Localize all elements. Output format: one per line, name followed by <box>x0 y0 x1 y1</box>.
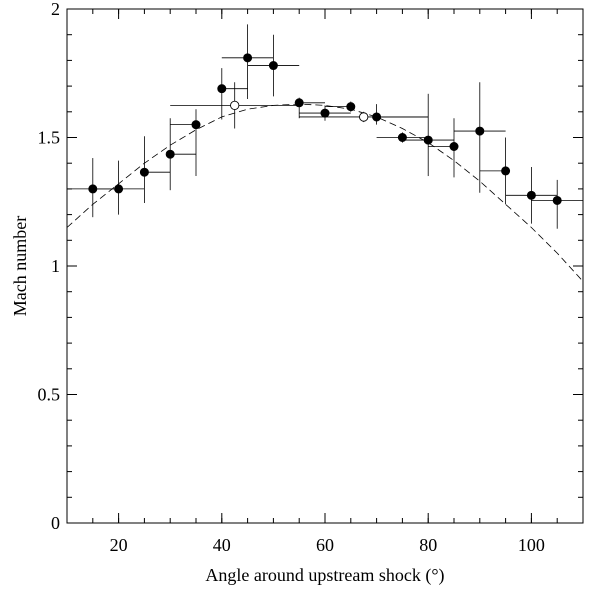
y-tick-label: 0 <box>51 513 60 533</box>
y-axis-label: Mach number <box>10 216 30 316</box>
data-point <box>449 141 459 151</box>
open-data-point <box>230 100 240 111</box>
data-point <box>191 120 201 130</box>
data-point <box>243 53 253 63</box>
open-data-point <box>359 112 369 122</box>
x-tick-label: 20 <box>110 535 128 555</box>
data-point <box>268 61 278 71</box>
data-point <box>217 84 227 94</box>
x-axis-label: Angle around upstream shock (°) <box>205 565 444 586</box>
data-point <box>501 166 511 176</box>
data-point <box>294 98 304 108</box>
y-tick-label: 2 <box>51 0 60 19</box>
data-point <box>320 108 330 118</box>
model-curve <box>66 103 584 282</box>
data-point <box>165 149 175 159</box>
x-tick-label: 60 <box>316 535 334 555</box>
y-tick-label: 0.5 <box>38 385 61 405</box>
data-point <box>423 135 433 145</box>
x-tick-label: 80 <box>419 535 437 555</box>
y-tick-label: 1 <box>51 256 60 276</box>
data-point <box>397 133 407 143</box>
data-point <box>346 102 356 112</box>
x-tick-label: 100 <box>518 535 545 555</box>
y-tick-label: 1.5 <box>38 128 61 148</box>
tick-labels: 20 40 60 80 100 0 0.5 1 1.5 2 <box>38 0 545 555</box>
plot-border <box>66 8 584 524</box>
data-point <box>372 112 382 122</box>
data-point <box>88 184 98 194</box>
model-curve-group <box>66 103 584 282</box>
plot-frame <box>66 8 584 524</box>
data-point <box>552 195 562 205</box>
axis-ticks <box>66 8 584 524</box>
data-point <box>526 190 536 200</box>
data-points <box>88 53 562 205</box>
errorbars <box>67 24 583 229</box>
data-point <box>114 184 124 194</box>
data-point <box>475 126 485 136</box>
data-point <box>139 167 149 177</box>
x-tick-label: 40 <box>213 535 231 555</box>
